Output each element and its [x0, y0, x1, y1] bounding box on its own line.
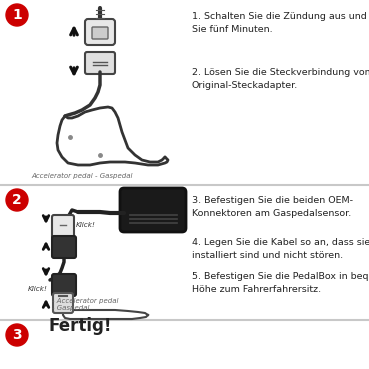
Text: 5. Befestigen Sie die PedalBox in bequemer
Höhe zum Fahrerfahrersitz.: 5. Befestigen Sie die PedalBox in bequem… [192, 272, 369, 293]
Text: - Accelerator pedal
- Gaspedal: - Accelerator pedal - Gaspedal [52, 297, 118, 311]
FancyBboxPatch shape [85, 52, 115, 74]
Text: 1. Schalten Sie die Zündung aus und warten
Sie fünf Minuten.: 1. Schalten Sie die Zündung aus und wart… [192, 12, 369, 34]
Text: Klick!: Klick! [76, 222, 96, 228]
Text: 4. Legen Sie die Kabel so an, dass sie fest
installiert sind und nicht stören.: 4. Legen Sie die Kabel so an, dass sie f… [192, 238, 369, 259]
Circle shape [6, 4, 28, 26]
Circle shape [6, 189, 28, 211]
FancyBboxPatch shape [52, 236, 76, 258]
FancyBboxPatch shape [52, 215, 74, 239]
Text: 2: 2 [12, 193, 22, 207]
Circle shape [6, 324, 28, 346]
FancyBboxPatch shape [53, 293, 73, 313]
FancyBboxPatch shape [120, 188, 186, 232]
FancyBboxPatch shape [52, 274, 76, 296]
Text: 3. Befestigen Sie die beiden OEM-
Konnektoren am Gaspedalsensor.: 3. Befestigen Sie die beiden OEM- Konnek… [192, 196, 353, 217]
FancyBboxPatch shape [85, 19, 115, 45]
Text: 3: 3 [12, 328, 22, 342]
Text: 1: 1 [12, 8, 22, 22]
Text: Klick!: Klick! [28, 286, 48, 292]
Text: 2. Lösen Sie die Steckverbindung vom
Original-Steckadapter.: 2. Lösen Sie die Steckverbindung vom Ori… [192, 68, 369, 90]
Text: Accelerator pedal - Gaspedal: Accelerator pedal - Gaspedal [31, 173, 133, 179]
FancyBboxPatch shape [92, 27, 108, 39]
Text: Fertig!: Fertig! [48, 317, 111, 335]
